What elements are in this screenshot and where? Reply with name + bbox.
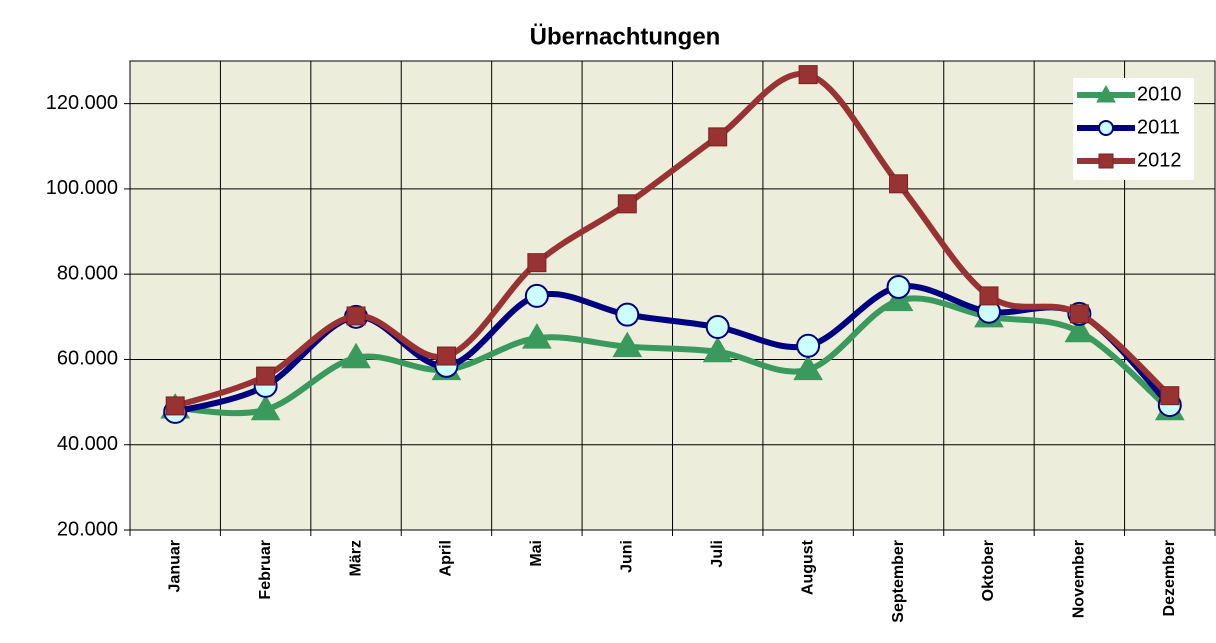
x-tick-label: Mai: [528, 540, 545, 567]
marker: [612, 331, 643, 358]
marker: [615, 302, 640, 327]
marker: [889, 174, 909, 194]
y-tick-label: 100.000: [46, 177, 118, 199]
marker: [522, 323, 552, 349]
y-tick-label: 120.000: [46, 92, 118, 114]
marker: [1069, 304, 1089, 324]
legend-marker: [1098, 120, 1114, 136]
y-tick-label: 60.000: [57, 348, 118, 370]
x-tick-label: März: [347, 540, 364, 576]
marker: [165, 396, 185, 416]
legend-label: 2011: [1137, 116, 1180, 138]
x-tick-label: September: [890, 540, 907, 623]
marker: [796, 333, 821, 358]
legend-label: 2010: [1137, 83, 1182, 105]
marker: [436, 346, 456, 366]
marker: [250, 394, 281, 421]
marker: [1064, 316, 1095, 343]
legend-label: 2012: [1137, 149, 1182, 171]
x-tick-label: August: [799, 539, 816, 595]
x-tick-label: April: [438, 540, 455, 576]
legend-marker: [1098, 153, 1114, 169]
x-tick-label: Oktober: [980, 540, 997, 601]
marker: [524, 283, 549, 308]
x-tick-label: Juni: [619, 540, 636, 573]
y-tick-label: 40.000: [57, 433, 118, 455]
x-tick-label: Februar: [257, 540, 274, 600]
legend-marker: [1096, 84, 1116, 103]
marker: [708, 127, 728, 147]
x-tick-label: Juli: [709, 540, 726, 568]
marker: [341, 342, 371, 369]
chart-title: Übernachtungen: [530, 23, 721, 50]
x-tick-label: Januar: [166, 540, 183, 592]
marker: [1160, 386, 1180, 406]
marker: [979, 286, 999, 306]
marker: [346, 306, 366, 326]
marker: [527, 253, 547, 273]
marker: [617, 194, 637, 214]
plot-border: [129, 60, 1216, 531]
series-line: [175, 295, 1172, 417]
x-tick-label: Dezember: [1161, 540, 1178, 616]
marker: [798, 65, 818, 85]
x-tick-label: November: [1071, 540, 1088, 618]
marker: [256, 366, 276, 386]
marker: [793, 354, 823, 381]
marker: [705, 315, 730, 340]
marker: [702, 336, 733, 363]
y-tick-label: 20.000: [57, 518, 118, 540]
marker: [886, 274, 911, 299]
y-tick-label: 80.000: [57, 262, 118, 284]
